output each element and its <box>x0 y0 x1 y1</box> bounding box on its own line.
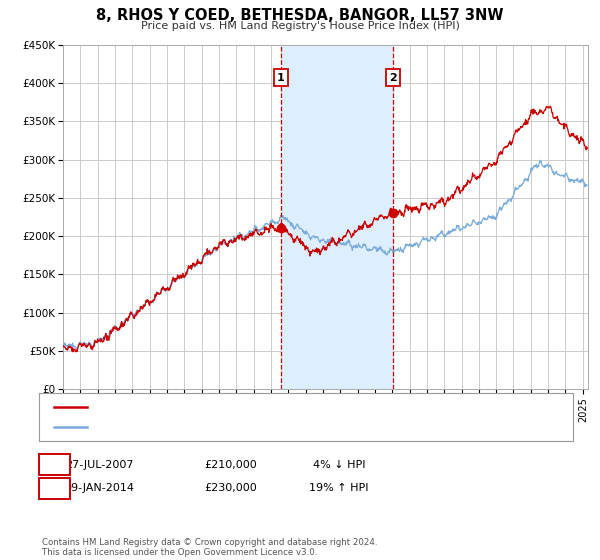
Text: HPI: Average price, detached house, Gwynedd: HPI: Average price, detached house, Gwyn… <box>93 422 327 432</box>
Text: Contains HM Land Registry data © Crown copyright and database right 2024.
This d: Contains HM Land Registry data © Crown c… <box>42 538 377 557</box>
Text: £230,000: £230,000 <box>205 483 257 493</box>
Text: 09-JAN-2014: 09-JAN-2014 <box>64 483 134 493</box>
Text: 8, RHOS Y COED, BETHESDA, BANGOR, LL57 3NW: 8, RHOS Y COED, BETHESDA, BANGOR, LL57 3… <box>96 8 504 24</box>
Text: 2: 2 <box>389 72 397 82</box>
Text: £210,000: £210,000 <box>205 460 257 470</box>
Text: 2: 2 <box>50 482 59 495</box>
Text: 8, RHOS Y COED, BETHESDA, BANGOR, LL57 3NW (detached house): 8, RHOS Y COED, BETHESDA, BANGOR, LL57 3… <box>93 402 438 412</box>
Text: Price paid vs. HM Land Registry's House Price Index (HPI): Price paid vs. HM Land Registry's House … <box>140 21 460 31</box>
Text: 27-JUL-2007: 27-JUL-2007 <box>65 460 133 470</box>
Text: 1: 1 <box>50 458 59 472</box>
Text: 4% ↓ HPI: 4% ↓ HPI <box>313 460 365 470</box>
Text: 19% ↑ HPI: 19% ↑ HPI <box>309 483 369 493</box>
Bar <box>281 45 393 389</box>
Text: 1: 1 <box>277 72 284 82</box>
